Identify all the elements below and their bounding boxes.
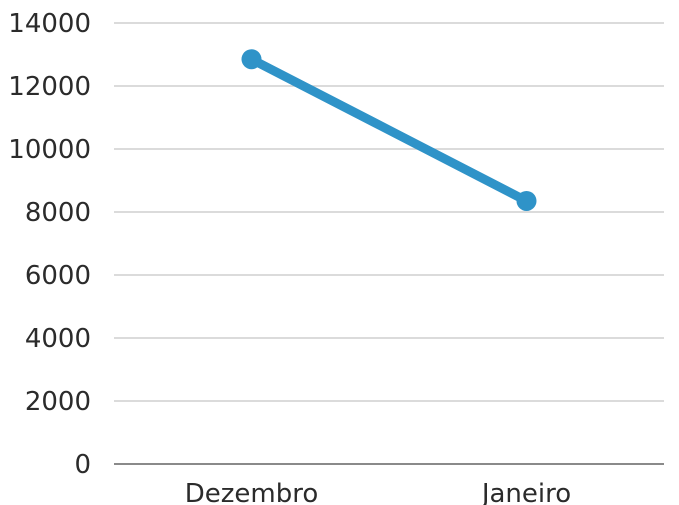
y-tick-label-10000: 10000 <box>8 135 91 165</box>
y-tick-label-0: 0 <box>74 450 91 480</box>
x-tick-label-dezembro: Dezembro <box>185 479 319 505</box>
x-axis-ticks: Dezembro Janeiro <box>185 479 571 505</box>
series-layer <box>241 49 537 211</box>
y-tick-label-8000: 8000 <box>25 198 91 228</box>
gridlines <box>114 22 664 402</box>
data-point-janeiro[interactable] <box>516 190 537 211</box>
x-tick-label-janeiro: Janeiro <box>480 479 571 505</box>
y-tick-label-12000: 12000 <box>8 72 91 102</box>
y-tick-label-14000: 14000 <box>8 9 91 39</box>
y-tick-label-2000: 2000 <box>25 387 91 417</box>
y-axis-ticks: 0 2000 4000 6000 8000 10000 12000 14000 <box>8 9 91 480</box>
data-point-dezembro[interactable] <box>241 49 262 70</box>
series-line-0 <box>247 54 531 206</box>
y-tick-label-4000: 4000 <box>25 324 91 354</box>
y-tick-label-6000: 6000 <box>25 261 91 291</box>
